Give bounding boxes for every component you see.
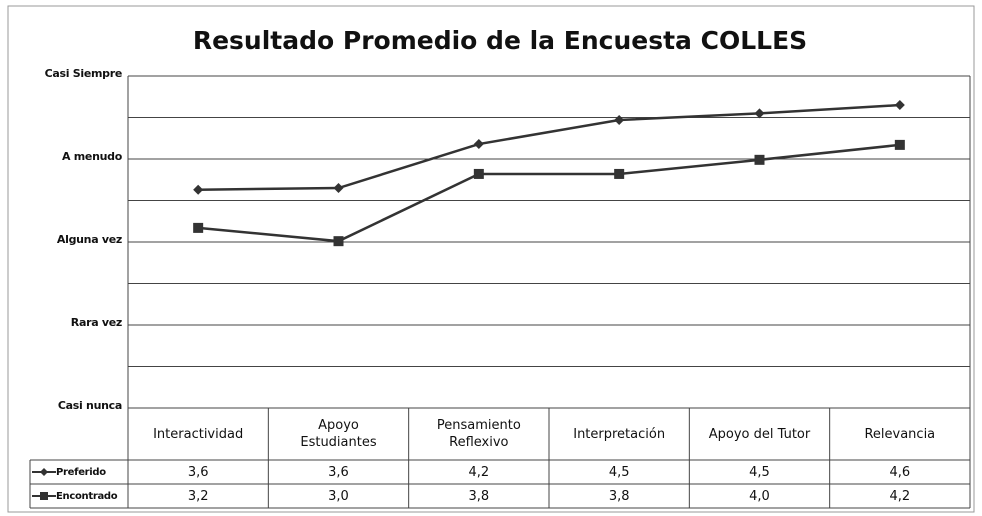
category-label: Pensamiento Reflexivo [436, 418, 521, 450]
marker [333, 183, 344, 194]
legend-swatch [32, 468, 56, 476]
value-label: 4,2 [468, 464, 490, 480]
value-label: 4,6 [889, 464, 911, 480]
value-label: 4,5 [749, 464, 770, 480]
marker [193, 184, 204, 195]
marker [754, 108, 765, 119]
value-label: 4,0 [749, 488, 770, 504]
y-tick-label: A menudo [62, 150, 123, 163]
legend-label: Preferido [56, 466, 106, 478]
marker [754, 154, 765, 165]
value-label: 3,6 [328, 464, 349, 480]
marker [473, 139, 484, 150]
y-tick-label: Casi Siempre [45, 67, 122, 80]
y-tick-label: Alguna vez [57, 233, 122, 246]
category-label: Interpretación [573, 426, 666, 442]
value-label: 3,8 [468, 488, 490, 504]
legend-label: Encontrado [56, 490, 118, 502]
value-label: 3,2 [187, 488, 209, 504]
value-label: 3,0 [328, 488, 349, 504]
marker [894, 139, 905, 150]
frame [7, 5, 975, 513]
marker [473, 168, 484, 179]
y-tick-label: Rara vez [71, 316, 122, 329]
category-label: Relevancia [864, 426, 936, 442]
line [198, 143, 900, 243]
value-label: 3,6 [187, 464, 209, 480]
category-label: Apoyo del Tutor [708, 426, 811, 442]
marker [193, 222, 204, 233]
y-tick-label: Casi nunca [58, 399, 122, 412]
marker [333, 236, 344, 247]
category-label: Apoyo Estudiantes [300, 418, 377, 450]
chart-title: Resultado Promedio de la Encuesta COLLES [193, 26, 807, 55]
line [198, 103, 900, 191]
legend-entry: Preferido [30, 460, 128, 484]
marker [614, 114, 625, 125]
marker [894, 100, 905, 111]
value-label: 4,2 [889, 488, 911, 504]
marker [614, 168, 625, 179]
value-label: 3,8 [608, 488, 630, 504]
legend-swatch [32, 492, 56, 500]
value-label: 4,5 [608, 464, 630, 480]
category-label: Interactividad [153, 426, 244, 442]
legend-entry: Encontrado [30, 484, 128, 508]
